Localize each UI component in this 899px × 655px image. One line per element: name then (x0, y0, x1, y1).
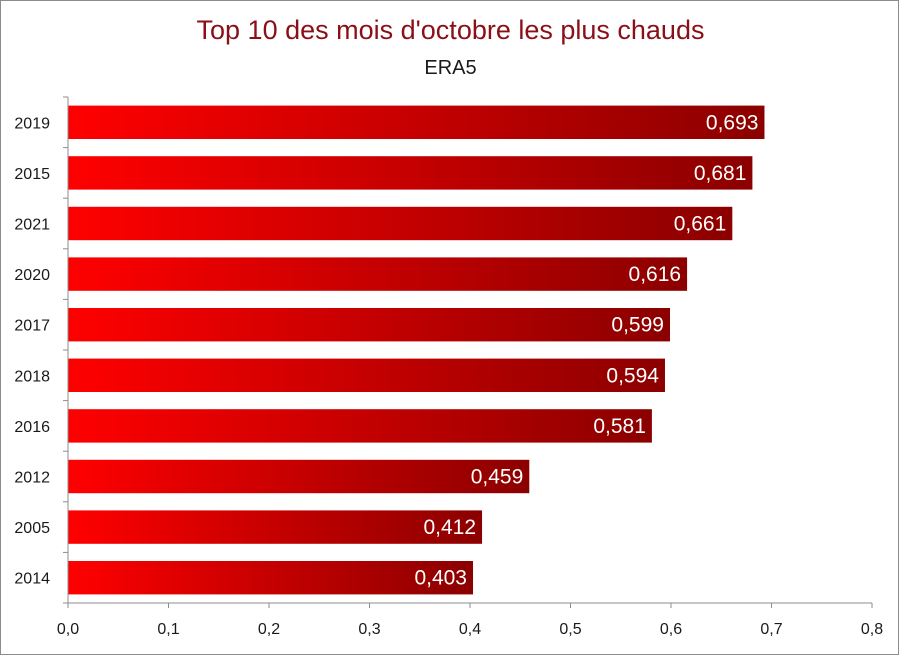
category-label-2016: 2016 (14, 419, 50, 436)
bar-2017 (68, 308, 670, 342)
data-label-2019: 0,693 (706, 111, 759, 134)
category-label-2015: 2015 (14, 166, 50, 183)
bar-2018 (68, 358, 665, 392)
bar-2020 (68, 257, 688, 291)
x-tick-label: 0,5 (559, 621, 581, 638)
data-label-2012: 0,459 (471, 466, 524, 489)
category-label-2012: 2012 (14, 470, 50, 487)
bar-2016 (68, 409, 652, 443)
x-tick-label: 0,2 (258, 621, 280, 638)
bar-2019 (68, 105, 765, 139)
chart-subtitle: ERA5 (424, 57, 477, 79)
category-label-2017: 2017 (14, 318, 50, 335)
category-label-2019: 2019 (14, 115, 50, 132)
x-tick-label: 0,3 (358, 621, 380, 638)
data-label-2015: 0,681 (694, 162, 747, 185)
category-label-2014: 2014 (14, 571, 50, 588)
data-label-2005: 0,412 (423, 516, 476, 539)
data-label-2014: 0,403 (414, 567, 467, 590)
x-tick-label: 0,0 (57, 621, 79, 638)
x-tick-label: 0,6 (660, 621, 682, 638)
x-tick-label: 0,1 (157, 621, 179, 638)
bar-2021 (68, 206, 733, 241)
bar-2012 (68, 459, 530, 494)
axes-group: 2019 2015 2021 2020 2017 2018 2016 2012 2005 2014… (14, 96, 883, 638)
category-label-2018: 2018 (14, 368, 50, 385)
x-tick-label: 0,4 (459, 621, 481, 638)
bar-2015 (68, 156, 753, 190)
category-label-2020: 2020 (14, 267, 50, 284)
chart-title: Top 10 des mois d'octobre les plus chaud… (196, 15, 705, 45)
bar-2005 (68, 510, 483, 544)
data-label-2021: 0,661 (674, 213, 727, 236)
data-label-2016: 0,581 (593, 415, 646, 438)
data-label-2020: 0,616 (629, 263, 682, 286)
category-label-2005: 2005 (14, 520, 50, 537)
data-label-2018: 0,594 (606, 364, 659, 387)
bar-2014 (68, 561, 474, 595)
category-label-2021: 2021 (14, 217, 50, 234)
x-tick-label: 0,7 (760, 621, 782, 638)
data-label-2017: 0,599 (611, 314, 664, 337)
x-tick-label: 0,8 (861, 621, 883, 638)
bars-group: 0,693 0,681 0,661 0,616 0,599 0,594 0,581 0,459… (68, 105, 765, 595)
